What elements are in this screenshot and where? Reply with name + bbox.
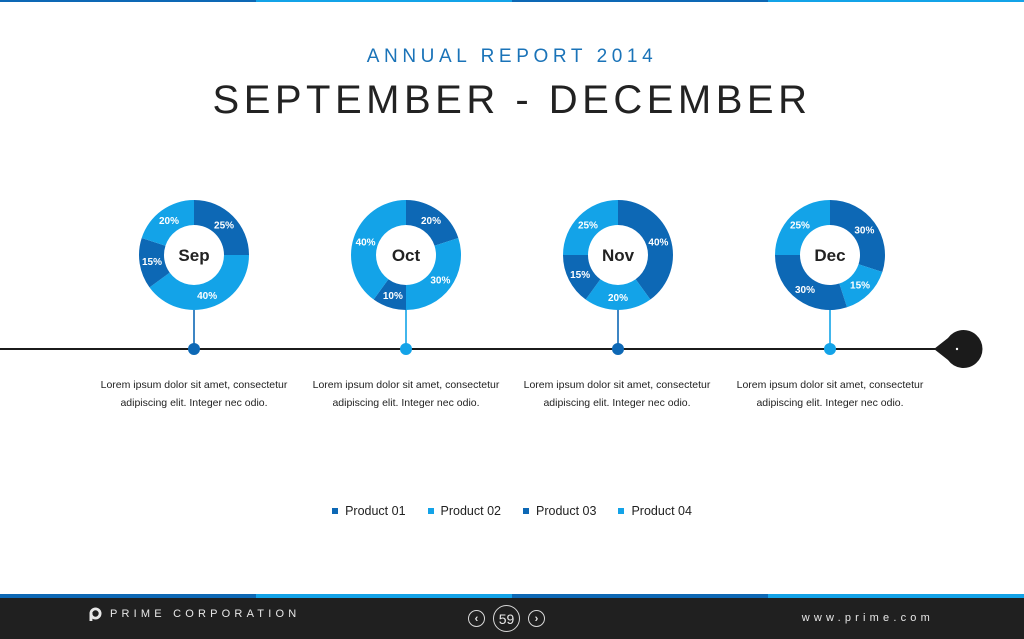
footer: PRIME CORPORATION ‹ 59 › www.prime.com [0, 594, 1024, 639]
donut-segment [618, 200, 673, 300]
segment-label: 15% [570, 270, 590, 281]
segment-label: 15% [850, 281, 870, 292]
donut-segment [350, 200, 406, 300]
description-oct: Lorem ipsum dolor sit amet, consectetur … [296, 376, 516, 412]
legend-swatch [332, 508, 339, 514]
segment-label: 25% [214, 220, 234, 231]
pagination: ‹ 59 › [468, 605, 545, 632]
segment-label: 30% [430, 275, 450, 286]
month-label: Oct [392, 246, 421, 265]
donut-segment [373, 279, 406, 310]
donut-segment [563, 255, 601, 300]
timeline-end-dot [955, 347, 959, 351]
legend-item-product-01: Product 01 [332, 504, 406, 518]
report-subtitle: ANNUAL REPORT 2014 [366, 46, 658, 67]
donut-segment [830, 200, 885, 272]
donut-segment [585, 279, 651, 310]
description-line: adipiscing elit. Integer nec odio. [543, 397, 691, 409]
legend-swatch [427, 508, 434, 514]
top-accent-bar [0, 0, 1024, 2]
timeline-dot [400, 343, 412, 355]
chevron-left-icon: ‹ [474, 612, 479, 625]
timeline-dot [188, 343, 200, 355]
description-line: Lorem ipsum dolor sit amet, consectetur [523, 379, 711, 391]
description-nov: Lorem ipsum dolor sit amet, consectetur … [507, 376, 727, 412]
legend-label: Product 02 [440, 504, 501, 518]
legend-label: Product 03 [536, 504, 597, 518]
segment-label: 25% [790, 220, 810, 231]
brand: PRIME CORPORATION [88, 607, 300, 621]
donut-segment [406, 200, 459, 246]
segment-label: 30% [854, 226, 874, 237]
timeline-donut-chart: 25% 40% 15% 20% Sep 20% 30% 10% 40% Oct 40% 20% 15% 2… [0, 200, 983, 368]
chart-legend: Product 01 Product 02 Product 03 Product… [0, 504, 1024, 518]
donut-segment [775, 200, 830, 255]
donut-segment [839, 264, 883, 308]
segment-label: 20% [608, 293, 628, 304]
segment-label: 40% [356, 237, 376, 248]
donut-segment [138, 238, 170, 288]
description-line: Lorem ipsum dolor sit amet, consectetur [736, 379, 924, 391]
description-sep: Lorem ipsum dolor sit amet, consectetur … [84, 376, 304, 412]
segment-label: 25% [578, 220, 598, 231]
website-link[interactable]: www.prime.com [801, 612, 934, 624]
legend-label: Product 01 [345, 504, 406, 518]
chevron-right-icon: › [534, 612, 539, 625]
footer-accent-bar [0, 594, 1024, 598]
donut-segment [194, 200, 249, 255]
legend-swatch [618, 508, 625, 514]
segment-label: 10% [383, 291, 403, 302]
donut-segment [563, 200, 618, 255]
timeline-dot [612, 343, 624, 355]
timeline-dot [824, 343, 836, 355]
month-label: Dec [814, 246, 845, 265]
segment-label: 40% [197, 291, 217, 302]
segment-label: 20% [159, 216, 179, 227]
donut-segment [141, 200, 194, 246]
next-page-button[interactable]: › [528, 610, 545, 627]
legend-item-product-02: Product 02 [427, 504, 501, 518]
description-line: Lorem ipsum dolor sit amet, consectetur [100, 379, 288, 391]
legend-item-product-04: Product 04 [618, 504, 692, 518]
donut-segment [406, 238, 461, 310]
legend-label: Product 04 [631, 504, 692, 518]
prev-page-button[interactable]: ‹ [468, 610, 485, 627]
donut-segment [149, 255, 249, 310]
page-title: SEPTEMBER - DECEMBER [212, 78, 812, 122]
segment-label: 15% [142, 257, 162, 268]
month-label: Nov [602, 246, 635, 265]
company-name: PRIME CORPORATION [110, 608, 301, 620]
segment-label: 20% [421, 216, 441, 227]
description-line: adipiscing elit. Integer nec odio. [332, 397, 480, 409]
segment-label: 30% [795, 285, 815, 296]
timeline-end-marker [934, 330, 983, 368]
legend-item-product-03: Product 03 [523, 504, 596, 518]
legend-swatch [523, 508, 529, 514]
description-line: adipiscing elit. Integer nec odio. [756, 397, 904, 409]
segment-label: 40% [648, 237, 668, 248]
donut-segment [775, 255, 847, 310]
description-line: adipiscing elit. Integer nec odio. [120, 397, 268, 409]
description-line: Lorem ipsum dolor sit amet, consectetur [312, 379, 500, 391]
month-label: Sep [178, 246, 209, 265]
page-number: 59 [493, 605, 520, 632]
description-dec: Lorem ipsum dolor sit amet, consectetur … [720, 376, 940, 412]
prime-logo-icon [89, 607, 102, 621]
